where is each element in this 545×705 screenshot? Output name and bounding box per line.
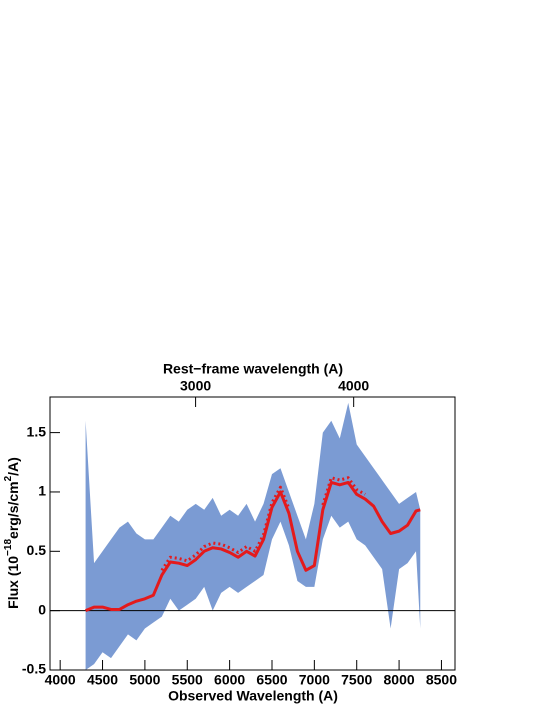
- x-tick-label: 6500: [256, 672, 287, 688]
- model-line: [160, 476, 366, 572]
- plot-frame: [49, 396, 456, 671]
- y-axis-title: Flux (10−18erg/s/cm2/A): [3, 457, 21, 609]
- x-tick-label: 6000: [214, 672, 245, 688]
- y-label-part: /A): [5, 457, 21, 476]
- top-axis-title: Rest−frame wavelength (A): [163, 361, 343, 377]
- x-tick-label: 7500: [341, 672, 372, 688]
- x-tick-label: 5000: [129, 672, 160, 688]
- y-tick-label: 1: [38, 483, 46, 499]
- x-tick-label: 8500: [426, 672, 457, 688]
- x-tick-label: 5500: [172, 672, 203, 688]
- y-label-part: Flux (10: [5, 556, 21, 609]
- x2-tick-label: 4000: [338, 378, 369, 394]
- flux-band: [85, 402, 421, 670]
- x-axis-title: Observed Wavelength (A): [168, 688, 338, 704]
- x-tick-label: 4000: [45, 672, 76, 688]
- y-tick-label: 0.5: [27, 542, 47, 558]
- y-tick-label: 1.5: [27, 423, 47, 439]
- x2-tick-label: 3000: [180, 378, 211, 394]
- y-label-part: erg/s/cm: [5, 481, 21, 539]
- y-tick-label: 0: [38, 601, 46, 617]
- y-label-part: 2: [3, 475, 14, 481]
- model-line: [85, 480, 421, 613]
- y-tick-label: -0.5: [22, 661, 46, 677]
- y-label-part: −18: [3, 539, 14, 556]
- x-tick-label: 4500: [87, 672, 118, 688]
- x-tick-label: 8000: [384, 672, 415, 688]
- x-tick-label: 7000: [299, 672, 330, 688]
